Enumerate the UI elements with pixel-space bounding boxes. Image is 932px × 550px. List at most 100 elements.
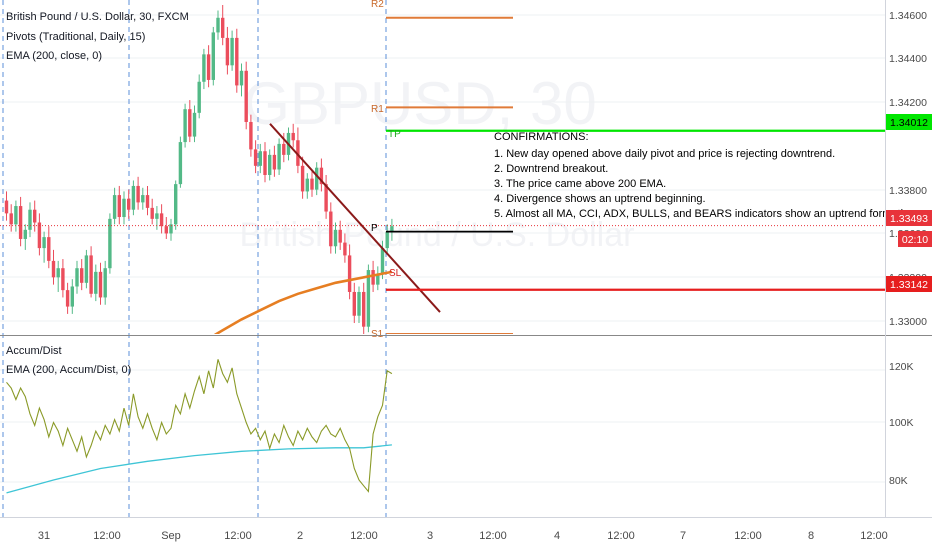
candle-body [164, 226, 168, 234]
candle-body [141, 195, 145, 203]
take-profit-price-badge: 1.34012 [886, 114, 932, 130]
candle-body [192, 112, 197, 137]
time-tick-label: 12:00 [860, 530, 888, 542]
candle-body [362, 291, 366, 327]
time-tick-label: Sep [161, 530, 181, 542]
candle-body [47, 237, 51, 261]
annotation-line: 2. Downtrend breakout. [494, 163, 608, 175]
candle-body [150, 207, 154, 219]
pivots-indicator-label[interactable]: Pivots (Traditional, Daily, 15) [6, 31, 145, 43]
stop-loss-label: SL [389, 268, 402, 279]
candle-body [329, 211, 333, 247]
candle-body [75, 268, 79, 287]
candle-body [253, 149, 258, 166]
candle-body [89, 255, 93, 294]
candle-body [338, 229, 342, 243]
candle-body [371, 270, 375, 285]
candle-body [94, 271, 98, 294]
candle-body [145, 195, 150, 208]
accum-dist-tick-label: 100K [889, 417, 914, 429]
watermark-name: British Pound / U.S. Dollar [240, 216, 635, 254]
candle-body [319, 167, 324, 185]
accum-dist-ema-label[interactable]: EMA (200, Accum/Dist, 0) [6, 364, 131, 376]
candle-body [282, 143, 286, 155]
candle-body [84, 255, 89, 283]
candle-body [366, 270, 371, 327]
candle-body [263, 151, 267, 175]
pivot-label-p: P [371, 223, 378, 234]
candle-body [268, 154, 272, 175]
candlestick-series [4, 5, 394, 334]
candle-body [169, 224, 173, 234]
ema-indicator-label[interactable]: EMA (200, close, 0) [6, 50, 102, 62]
stop-loss-price-badge: 1.33142 [886, 276, 932, 292]
candle-body [197, 81, 201, 113]
candle-body [230, 37, 234, 66]
time-tick-label: 4 [554, 530, 560, 542]
take-profit-label: TP [388, 129, 401, 140]
time-tick-label: 2 [297, 530, 303, 542]
time-tick-label: 12:00 [479, 530, 507, 542]
watermark-symbol: GBPUSD, 30 [243, 70, 596, 137]
pivot-label-s1: S1 [371, 329, 384, 340]
symbol-watermark: GBPUSD, 30 British Pound / U.S. Dollar [240, 70, 635, 254]
current-price-badge: 1.33493 02:10 [886, 210, 932, 247]
price-grid [0, 14, 885, 483]
time-tick-label: 12:00 [350, 530, 378, 542]
annotation-line: 1. New day opened above daily pivot and … [494, 148, 835, 160]
candle-body [202, 54, 206, 82]
candle-body [272, 154, 277, 170]
candle-body [235, 37, 239, 86]
candle-body [315, 167, 319, 190]
time-axis[interactable]: 31 12:00 Sep 12:00 2 12:00 3 12:00 4 12:00 7 12:00 8… [38, 530, 888, 542]
candle-body [42, 237, 46, 249]
candle-body [385, 231, 389, 249]
candle-body [23, 229, 27, 239]
candle-body [33, 209, 37, 223]
candle-body [174, 184, 178, 225]
candle-body [221, 17, 225, 38]
candle-body [380, 248, 385, 274]
pivot-lines [386, 16, 513, 334]
candle-body [249, 121, 253, 150]
accum-dist-label[interactable]: Accum/Dist [6, 345, 62, 357]
candle-body [296, 140, 300, 166]
symbol-title[interactable]: British Pound / U.S. Dollar, 30, FXCM [6, 11, 189, 23]
accum-dist-tick-label: 80K [889, 475, 908, 487]
candle-body [178, 142, 183, 185]
time-tick-label: 8 [808, 530, 814, 542]
downtrend-line[interactable] [269, 123, 441, 313]
candle-body [277, 143, 281, 170]
ema-200-line [213, 270, 393, 334]
candle-body [18, 206, 23, 239]
candle-body [9, 213, 13, 225]
annotation-line: 4. Divergence shows an uptrend beginning… [494, 193, 706, 205]
candle-body [216, 17, 220, 33]
bar-countdown: 02:10 [902, 234, 928, 246]
candle-body [37, 222, 42, 249]
current-price-value: 1.33493 [890, 213, 928, 225]
price-tick-label: 1.34400 [889, 53, 927, 65]
candle-body [183, 109, 187, 143]
candle-body [61, 268, 65, 291]
candle-body [136, 185, 140, 203]
candle-body [80, 268, 84, 283]
candle-body [56, 268, 60, 278]
candle-body [188, 109, 192, 137]
price-tick-label: 1.34600 [889, 10, 927, 22]
accum-dist-axis[interactable]: 120K 100K 80K [889, 361, 914, 487]
candle-body [122, 198, 126, 218]
time-tick-label: 12:00 [93, 530, 121, 542]
candle-body [300, 165, 305, 192]
candle-body [357, 291, 361, 316]
candle-body [343, 242, 347, 256]
candle-body [211, 32, 215, 80]
annotation-line: 5. Almost all MA, CCI, ADX, BULLS, and B… [494, 208, 918, 220]
annotation-lines: 1. New day opened above daily pivot and … [494, 148, 918, 220]
candle-body [51, 260, 56, 278]
time-tick-label: 3 [427, 530, 433, 542]
candle-body [291, 132, 295, 141]
confirmations-annotation[interactable]: CONFIRMATIONS: 1. New day opened above d… [494, 131, 918, 220]
candle-body [131, 185, 136, 210]
